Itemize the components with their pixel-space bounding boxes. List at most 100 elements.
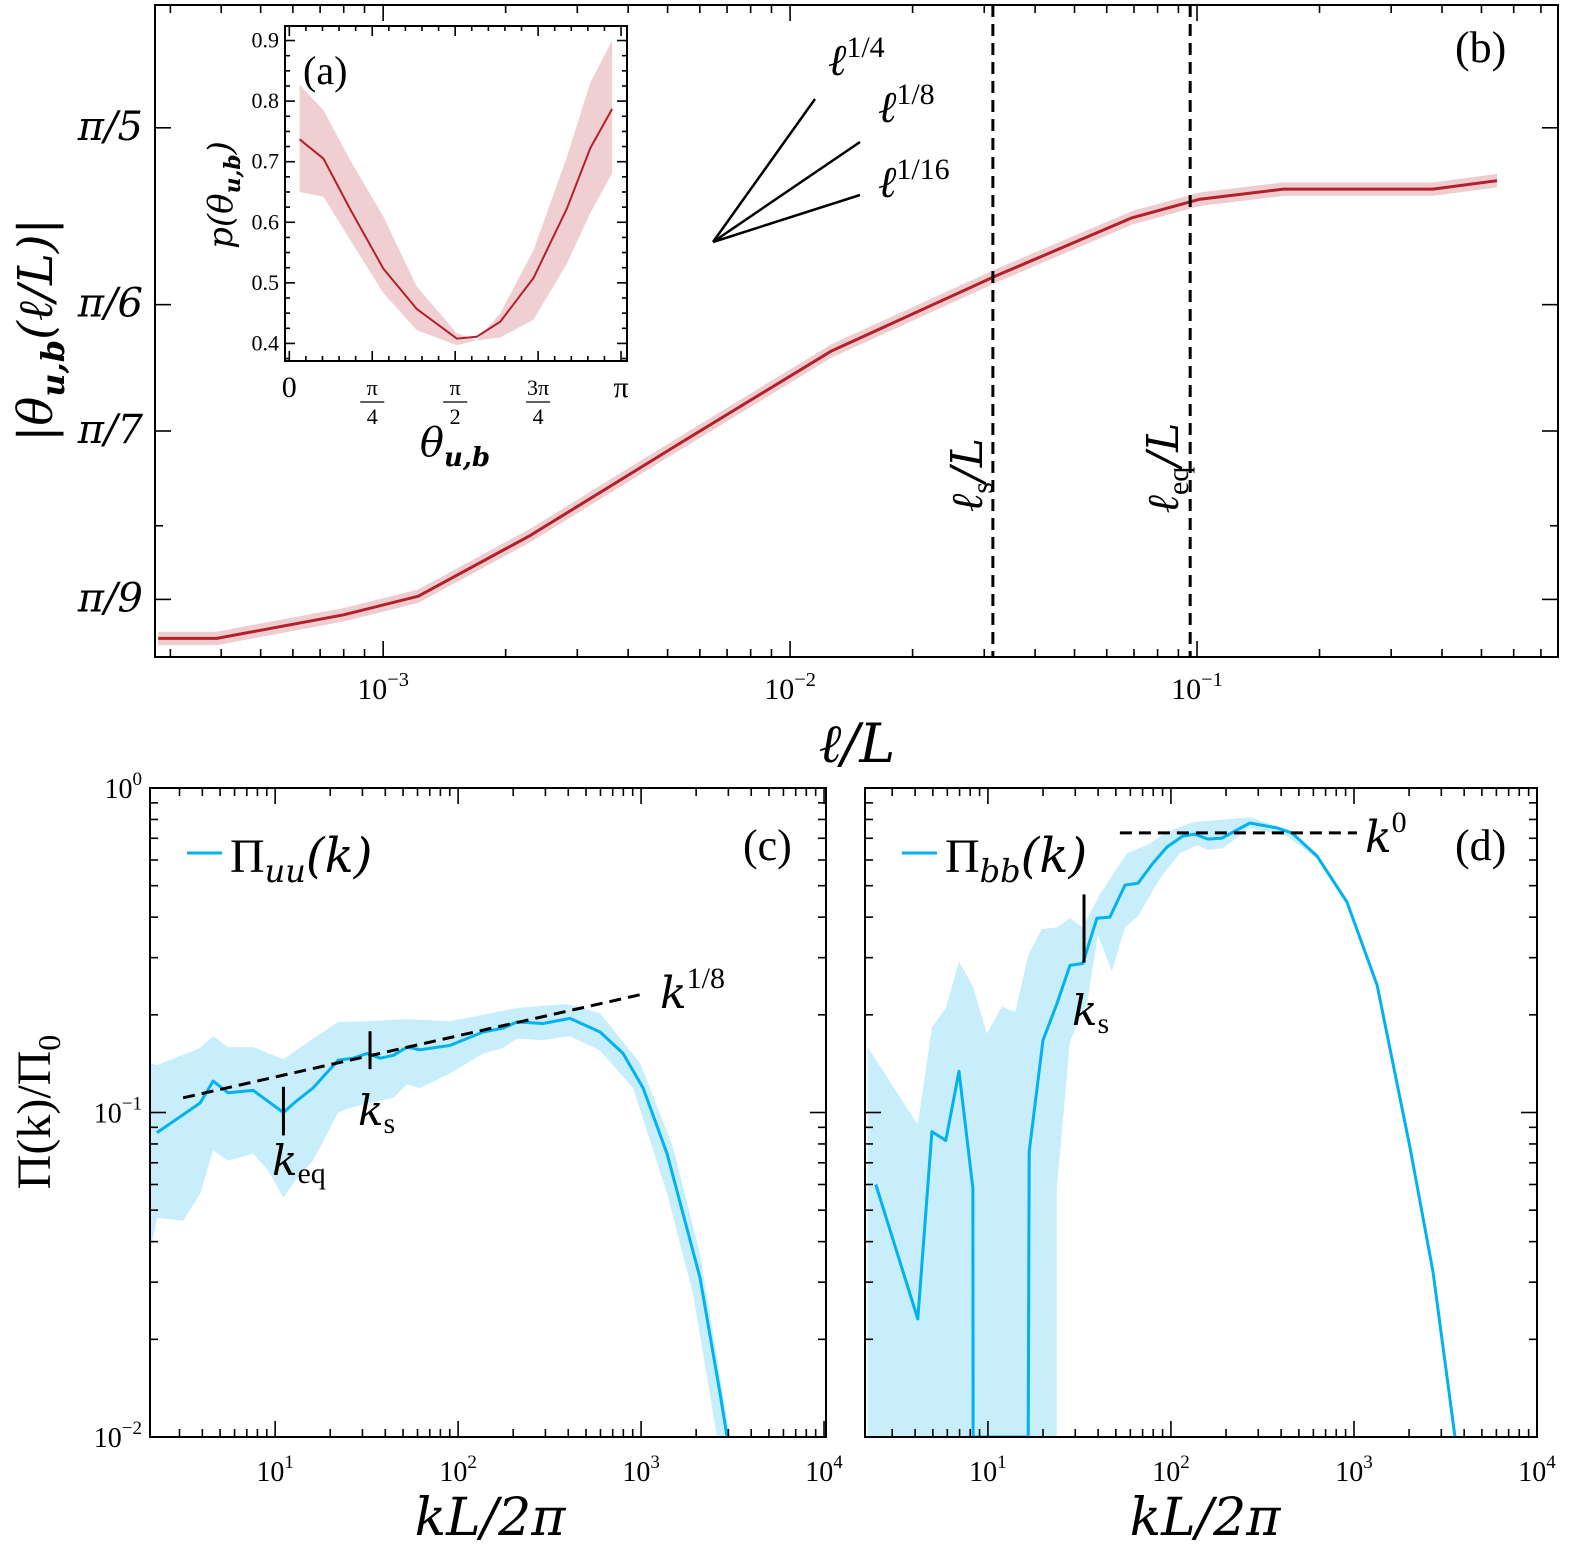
panel-label-d: (d): [1455, 821, 1506, 870]
x-axis-label-b: ℓ/L: [819, 712, 896, 775]
tick-label-exponent: 4: [1546, 1452, 1556, 1473]
tick-label-base: 10: [1518, 1457, 1546, 1488]
fit-label-c: k1/8: [660, 962, 725, 1019]
y-tick-label: 100: [105, 769, 143, 805]
x-tick-label-denominator: 4: [533, 404, 544, 429]
slope-label-1-4: ℓ1/4: [828, 31, 885, 86]
panel-b-frame: [154, 4, 1559, 658]
x-tick-label: 101: [969, 1452, 1007, 1488]
x-tick-label-denominator: 4: [367, 404, 378, 429]
panel-d-frame: [864, 787, 1538, 1438]
tick-label-base: 10: [622, 1457, 650, 1488]
y-axis-label-c: Π(k)/Π0: [8, 1035, 67, 1190]
tick-label-base: 10: [1171, 673, 1201, 706]
tick-label-base: 10: [805, 1457, 833, 1488]
x-tick-label-numerator: π: [613, 371, 628, 404]
marker-label-keq: keq: [272, 1136, 326, 1190]
y-tick-label: 0.4: [252, 330, 280, 355]
y-axis-label-a: p(θu,b): [201, 141, 246, 249]
panel-c-plot-area: [150, 993, 730, 1437]
vline-label-ls: ℓs/L: [942, 438, 999, 512]
panel-b-plot-area: [158, 5, 1498, 657]
slope-label-1-16: ℓ1/16: [878, 153, 950, 208]
panel-b: 10−3 10−2 10−1π/5π/6π/7π/9 ℓ1/4 ℓ1/8 ℓ1/16…: [8, 4, 1559, 775]
x-axis-label-d: kL/2π: [1130, 1488, 1282, 1548]
tick-label-exponent: 4: [833, 1452, 843, 1473]
x-axis-label-a: θu,b: [420, 420, 490, 473]
slope-guides: ℓ1/4 ℓ1/8 ℓ1/16: [711, 31, 950, 244]
y-tick-label: 0.5: [252, 270, 280, 295]
x-tick-label: 103: [1335, 1452, 1373, 1488]
tick-label-base: 10: [256, 1457, 284, 1488]
y-tick-label: 0.8: [252, 88, 280, 113]
y-tick-label: 0.9: [252, 28, 280, 53]
tick-label-base: 10: [1152, 1457, 1180, 1488]
x-tick-label: 10−2: [764, 669, 816, 706]
inset-a-ticks: 0 π 4 π 2 3π 4 π 0.4 0.5 0.6 0.7 0.8 0.9: [252, 26, 629, 429]
tick-label-exponent: −1: [122, 1094, 142, 1115]
x-tick-label-numerator: π: [367, 375, 378, 400]
legend-label-c: Πuu(k): [230, 828, 372, 890]
vline-label-leq: ℓeq/L: [1138, 423, 1195, 514]
slope-guide-1-4: [711, 98, 817, 243]
marker-label-ks-c: ks: [358, 1086, 395, 1140]
x-tick-label: 104: [1518, 1452, 1556, 1488]
x-tick-label: 102: [1152, 1452, 1190, 1488]
panel-label-a: (a): [303, 48, 347, 93]
tick-label-base: 10: [94, 1099, 122, 1130]
fit-label-d: k0: [1365, 806, 1407, 863]
y-axis-label-b: |θu,b(ℓ/L)|: [8, 218, 72, 442]
inset-a-plot-area: [298, 40, 613, 346]
x-axis-label-c: kL/2π: [415, 1488, 567, 1548]
y-tick-label: 0.6: [252, 209, 280, 234]
legend-label-d: Πbb(k): [945, 828, 1087, 890]
panel-c-frame: [149, 787, 827, 1438]
tick-label-exponent: 1: [997, 1452, 1007, 1473]
marker-label-ks-d: ks: [1072, 986, 1109, 1040]
y-tick-label: 10−2: [94, 1418, 142, 1454]
x-tick-label: 10−3: [357, 669, 409, 706]
tick-label-exponent: −3: [387, 669, 409, 691]
series-line-c: [156, 1016, 729, 1437]
tick-label-base: 10: [439, 1457, 467, 1488]
y-tick-label: π/9: [77, 575, 143, 621]
x-tick-label-numerator: 0: [282, 371, 297, 404]
panel-d-plot-area: [867, 817, 1457, 1437]
tick-label-exponent: −1: [1201, 669, 1223, 691]
y-tick-label: 10−1: [94, 1094, 142, 1130]
y-tick-label: π/6: [77, 281, 143, 327]
inset-a: 0 π 4 π 2 3π 4 π 0.4 0.5 0.6 0.7 0.8 0.9 (a) θu,b p(θ…: [201, 25, 629, 473]
series-line-alignment-angle: [158, 179, 1498, 640]
y-tick-label: π/5: [77, 104, 143, 150]
panel-d: 101 102 103 104 Πbb(k) (d) k0 ks kL/2π: [864, 787, 1556, 1548]
slope-guide-1-8: [712, 140, 861, 244]
slope-label-1-8: ℓ1/8: [878, 78, 935, 133]
tick-label-exponent: 3: [650, 1452, 660, 1473]
x-tick-label-numerator: 3π: [527, 375, 549, 400]
x-tick-label: 10−1: [1171, 669, 1223, 706]
tick-label-exponent: 0: [133, 769, 143, 790]
x-tick-label: 102: [439, 1452, 477, 1488]
confidence-band: [299, 40, 613, 346]
series-line-d: [874, 821, 1457, 1437]
confidence-band: [867, 817, 1455, 1437]
tick-label-base: 10: [969, 1457, 997, 1488]
panel-b-ticks: 10−3 10−2 10−1π/5π/6π/7π/9: [77, 5, 1558, 706]
tick-label-exponent: −2: [794, 669, 816, 691]
confidence-band: [150, 1004, 730, 1437]
series-line-pdf: [298, 108, 613, 340]
x-tick-label: 104: [805, 1452, 843, 1488]
tick-label-exponent: 2: [1180, 1452, 1190, 1473]
y-tick-label: 0.7: [252, 149, 280, 174]
inset-a-frame: [284, 25, 628, 362]
x-tick-label: 103: [622, 1452, 660, 1488]
x-tick-label-denominator: 2: [450, 404, 461, 429]
tick-label-exponent: 1: [284, 1452, 294, 1473]
tick-label-exponent: 2: [467, 1452, 477, 1473]
y-tick-label: π/7: [77, 407, 144, 453]
tick-label-base: 10: [1335, 1457, 1363, 1488]
tick-label-base: 10: [94, 1423, 122, 1454]
power-law-fit-line: [182, 993, 642, 1100]
